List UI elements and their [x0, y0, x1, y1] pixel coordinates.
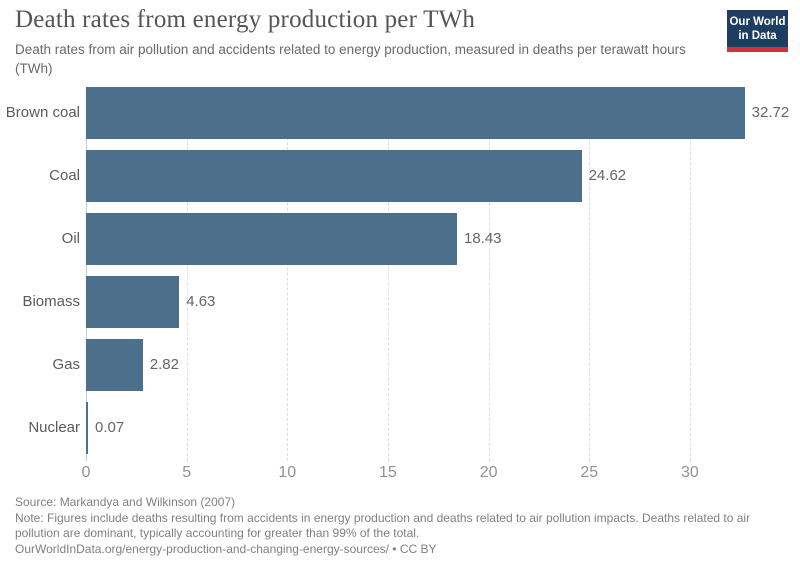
bar-brown-coal[interactable]: [86, 87, 745, 139]
category-label-nuclear: Nuclear: [28, 419, 80, 436]
bar-biomass[interactable]: [86, 276, 180, 328]
x-tick-label-15: 15: [379, 464, 397, 481]
owid-logo-line1: Our World: [729, 15, 786, 28]
owid-logo[interactable]: Our World in Data: [727, 10, 788, 52]
owid-logo-accent-bar: [727, 47, 788, 52]
x-tick-label-25: 25: [580, 464, 599, 481]
x-tick-label-5: 5: [182, 464, 192, 481]
owid-logo-line2: in Data: [738, 29, 777, 42]
category-label-coal: Coal: [49, 167, 80, 184]
bar-oil[interactable]: [86, 213, 457, 265]
value-label-gas: 2.82: [149, 356, 179, 373]
category-label-brown-coal: Brown coal: [5, 104, 80, 121]
gridline-x-25: [589, 87, 591, 461]
bar-gas[interactable]: [86, 339, 143, 391]
gridline-x-20: [488, 87, 490, 461]
chart-footer: Source: Markandya and Wilkinson (2007) N…: [15, 495, 767, 557]
x-tick-label-30: 30: [680, 464, 699, 481]
bar-nuclear[interactable]: [86, 402, 88, 454]
gridline-x-30: [689, 87, 691, 461]
value-label-coal: 24.62: [588, 167, 627, 184]
chart-subtitle: Death rates from air pollution and accid…: [15, 42, 686, 76]
category-label-oil: Oil: [61, 230, 80, 247]
x-tick-label-0: 0: [81, 464, 91, 481]
value-label-oil: 18.43: [463, 230, 502, 247]
chart-title: Death rates from energy production per T…: [15, 6, 476, 33]
citation-url-line[interactable]: OurWorldInData.org/energy-production-and…: [15, 541, 437, 556]
gridline-x-15: [387, 87, 389, 461]
bar-coal[interactable]: [86, 150, 582, 202]
owid-logo-text: Our World in Data: [727, 10, 788, 47]
gridline-x-10: [287, 87, 289, 461]
source-line: Source: Markandya and Wilkinson (2007): [15, 495, 236, 509]
gridline-x-5: [186, 87, 188, 461]
value-label-nuclear: 0.07: [95, 419, 125, 436]
category-label-gas: Gas: [52, 356, 80, 373]
note-line: Note: Figures include deaths resulting f…: [15, 510, 751, 541]
value-label-brown-coal: 32.72: [751, 104, 790, 121]
x-tick-label-10: 10: [278, 464, 297, 481]
gridline-x-0: [86, 87, 87, 461]
value-label-biomass: 4.63: [186, 293, 216, 310]
category-label-biomass: Biomass: [22, 293, 80, 310]
x-tick-label-20: 20: [479, 464, 498, 481]
